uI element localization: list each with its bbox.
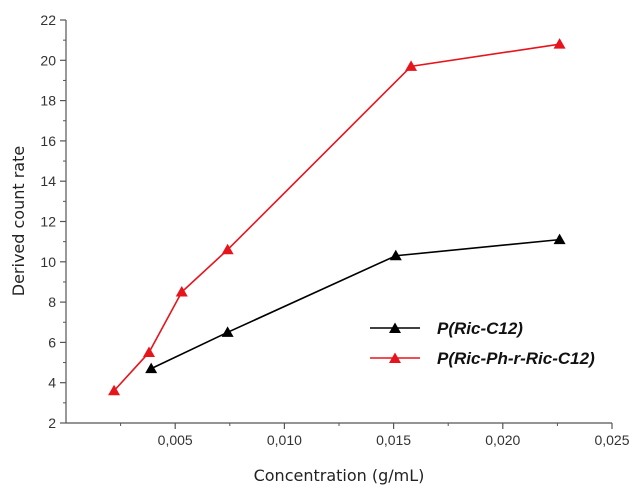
y-tick-label: 10 (40, 254, 56, 270)
legend-label-ric-ph-r-ric-c12: P(Ric-Ph-r-Ric-C12) (437, 349, 595, 368)
y-tick-label: 22 (40, 12, 56, 28)
y-tick-label: 8 (48, 294, 56, 310)
y-tick-label: 14 (40, 173, 56, 189)
data-point-series-1 (175, 286, 188, 297)
legend-item-ric-c12: P(Ric-C12) (370, 319, 523, 338)
y-tick-label: 2 (48, 415, 56, 431)
y-tick-label: 20 (40, 52, 56, 68)
x-ticks: 0,005 0,010 0,015 0,020 0,025 (120, 423, 630, 448)
data-point-series-1 (405, 60, 418, 71)
legend: P(Ric-C12) P(Ric-Ph-r-Ric-C12) (370, 319, 595, 368)
y-tick-label: 4 (48, 375, 56, 391)
y-tick-label: 18 (40, 93, 56, 109)
y-tick-label: 12 (40, 214, 56, 230)
data-point-series-1 (553, 38, 566, 49)
x-tick-label: 0,015 (376, 432, 411, 448)
data-point-series-0 (389, 249, 402, 261)
x-axis-title: Concentration (g/mL) (254, 466, 425, 485)
y-axis-title: Derived count rate (9, 146, 28, 296)
y-ticks: 2 4 6 8 10 12 14 16 18 20 22 (40, 12, 66, 431)
x-tick-label: 0,005 (158, 432, 193, 448)
legend-marker-ric-c12 (389, 322, 401, 333)
data-point-series-0 (553, 233, 566, 245)
data-point-series-0 (145, 362, 158, 374)
y-tick-label: 16 (40, 133, 56, 149)
x-tick-label: 0,025 (594, 432, 629, 448)
data-point-series-1 (108, 384, 121, 396)
series-layer (108, 38, 566, 396)
legend-label-ric-c12: P(Ric-C12) (437, 319, 523, 338)
data-point-series-0 (221, 326, 234, 337)
x-tick-label: 0,010 (267, 432, 302, 448)
series-line-0 (150, 238, 560, 370)
y-tick-label: 6 (48, 334, 56, 350)
series-line-1 (113, 43, 560, 392)
data-point-series-1 (142, 346, 155, 357)
legend-item-ric-ph-r-ric-c12: P(Ric-Ph-r-Ric-C12) (370, 349, 595, 368)
data-point-series-1 (221, 243, 234, 255)
x-tick-label: 0,020 (485, 432, 520, 448)
legend-marker-ric-ph-r-ric-c12 (389, 352, 401, 363)
